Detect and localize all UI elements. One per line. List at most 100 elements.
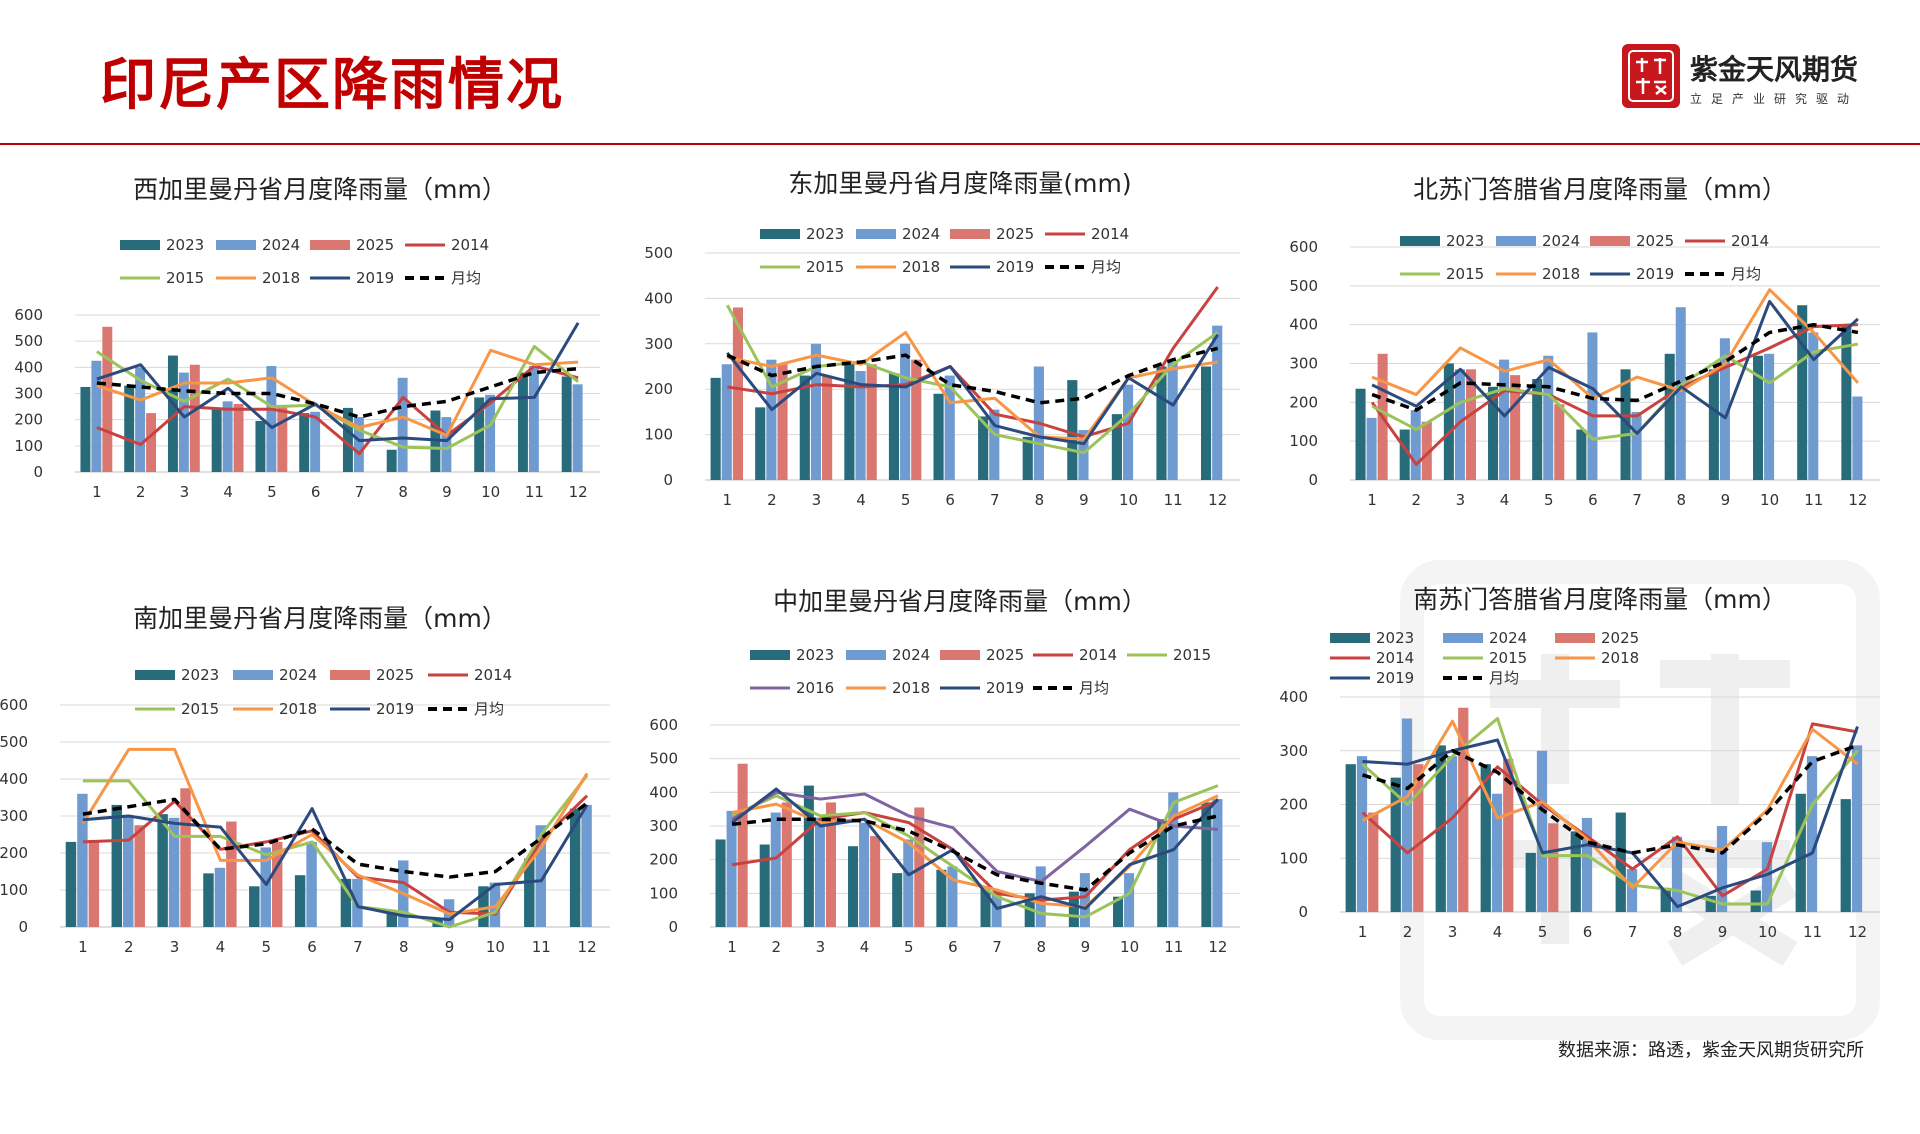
legend-swatch-2025 [1590, 236, 1630, 246]
bar-2025 [1554, 404, 1565, 480]
bar-2024 [535, 825, 546, 927]
legend-label: 2015 [1489, 649, 1527, 667]
page-title: 印尼产区降雨情况 [100, 52, 564, 118]
y-tick-label: 600 [14, 306, 43, 324]
line-2018 [726, 330, 1218, 441]
bar-2024 [1446, 756, 1458, 912]
bar-2023 [167, 355, 178, 472]
bar-2025 [226, 821, 237, 927]
legend-label: 2024 [1542, 232, 1580, 250]
bar-2024 [989, 409, 1000, 480]
x-tick-label: 3 [812, 491, 822, 509]
legend-label: 2024 [1489, 629, 1527, 647]
bar-2024 [1401, 718, 1413, 912]
bar-2023 [803, 785, 814, 927]
x-tick-label: 10 [1760, 491, 1779, 509]
legend-label: 2024 [902, 225, 940, 243]
bar-2024 [903, 839, 914, 927]
bar-2023 [111, 804, 123, 927]
legend-swatch-2025 [1555, 633, 1595, 643]
bar-2024 [178, 372, 189, 472]
y-tick-label: 400 [14, 358, 43, 376]
y-tick-label: 300 [14, 385, 43, 403]
x-tick-label: 2 [767, 491, 777, 509]
bar-2025 [134, 825, 145, 927]
legend-label: 月均 [474, 700, 504, 718]
legend-swatch-2024 [846, 650, 886, 660]
bar-2024 [572, 384, 583, 472]
x-tick-label: 5 [267, 483, 277, 501]
legend-swatch-2023 [1400, 236, 1440, 246]
x-tick-label: 8 [1673, 923, 1683, 941]
bar-2024 [1491, 793, 1503, 912]
y-tick-label: 500 [1289, 277, 1318, 295]
bar-2025 [146, 413, 157, 472]
legend-label: 2025 [1636, 232, 1674, 250]
legend-label: 2018 [892, 679, 930, 697]
bar-2024 [485, 394, 496, 472]
x-tick-label: 12 [1848, 491, 1867, 509]
legend-label: 2015 [181, 700, 219, 718]
header-divider [0, 143, 1920, 145]
y-tick-label: 0 [18, 918, 28, 936]
x-tick-label: 4 [856, 491, 866, 509]
bar-2023 [978, 416, 989, 480]
line-monthly-avg [96, 366, 579, 419]
y-tick-label: 300 [1279, 742, 1308, 760]
x-tick-label: 12 [569, 483, 588, 501]
legend-swatch-2025 [950, 229, 990, 239]
bar-2025 [1368, 812, 1379, 912]
bar-2024 [855, 371, 866, 480]
bar-2023 [799, 375, 810, 480]
legend-label: 2023 [166, 236, 204, 254]
bar-2023 [980, 886, 991, 927]
bar-2025 [1413, 764, 1424, 912]
legend-label: 2014 [1731, 232, 1769, 250]
legend-label: 2018 [279, 700, 317, 718]
y-tick-label: 400 [649, 783, 678, 801]
legend-label: 2016 [796, 679, 834, 697]
legend-swatch-2024 [233, 670, 273, 680]
legend-label: 2014 [1376, 649, 1414, 667]
bar-2024 [1167, 361, 1178, 480]
x-tick-label: 11 [1804, 491, 1823, 509]
legend-label: 2023 [181, 666, 219, 684]
x-tick-label: 4 [860, 938, 870, 956]
x-tick-label: 1 [1358, 923, 1368, 941]
x-tick-label: 9 [1081, 938, 1091, 956]
legend-label: 2023 [1446, 232, 1484, 250]
x-tick-label: 6 [307, 938, 317, 956]
bar-2023 [255, 420, 266, 472]
line-2015 [731, 784, 1219, 919]
bar-2024 [1761, 842, 1773, 912]
bar-2025 [1503, 758, 1514, 912]
bar-2023 [1753, 355, 1764, 480]
bar-2024 [1852, 396, 1863, 480]
y-tick-label: 0 [663, 471, 673, 489]
legend-label: 2015 [1446, 265, 1484, 283]
y-tick-label: 500 [644, 244, 673, 262]
bar-2024 [1410, 410, 1421, 480]
bar-2025 [737, 763, 748, 927]
y-tick-label: 600 [1289, 238, 1318, 256]
bar-2024 [1716, 826, 1728, 912]
legend-swatch-2023 [135, 670, 175, 680]
bar-2023 [340, 878, 352, 927]
x-tick-label: 12 [578, 938, 597, 956]
x-tick-label: 8 [1676, 491, 1686, 509]
bar-2023 [1660, 887, 1671, 912]
line-monthly-avg [1371, 322, 1859, 412]
bar-2025 [732, 307, 744, 480]
bar-2024 [1536, 750, 1548, 912]
bar-2023 [710, 377, 721, 480]
bar-2023 [844, 361, 855, 480]
x-tick-label: 8 [398, 483, 408, 501]
bar-2024 [1808, 332, 1819, 480]
y-tick-label: 300 [0, 807, 28, 825]
bar-2024 [814, 817, 825, 927]
